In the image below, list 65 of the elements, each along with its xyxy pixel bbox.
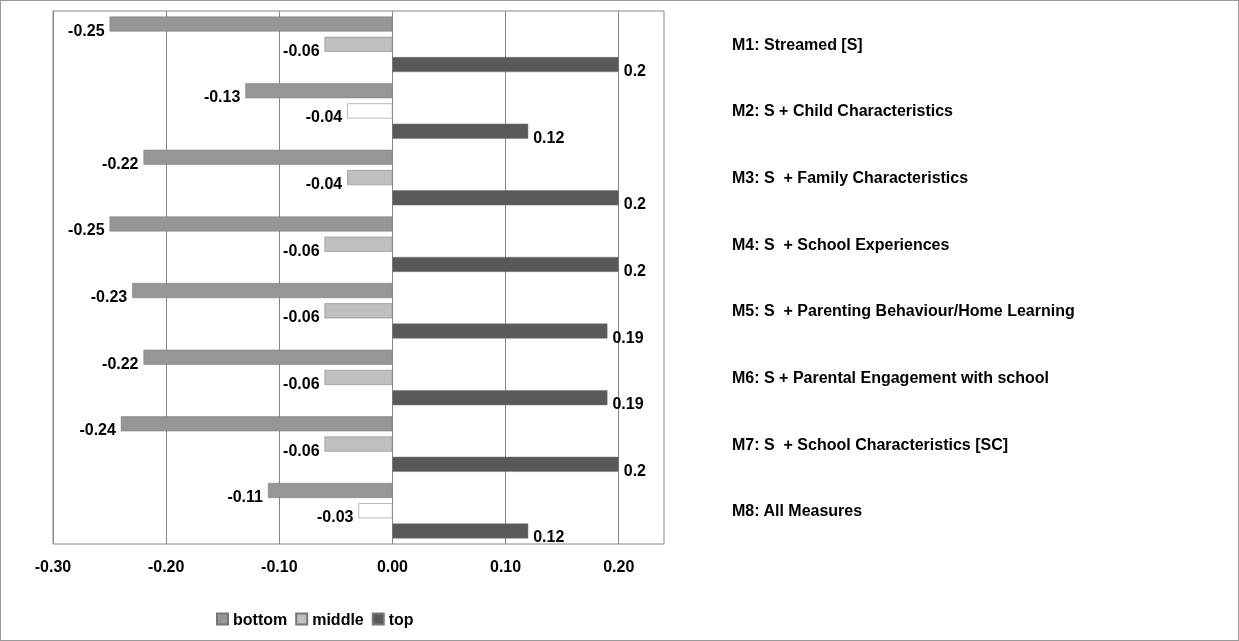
data-label: -0.25 [68,221,105,239]
y-tick-label: M3: S + Family Characteristics [732,169,969,187]
data-label: 0.12 [533,128,565,146]
bar [392,57,619,73]
bar [392,523,529,539]
bar [392,256,619,272]
bar [324,436,393,452]
data-label: -0.25 [68,21,105,39]
y-tick-label: M7: S + School Characteristics [SC] [732,435,1009,453]
bar [358,503,393,519]
legend-label: bottom [233,610,288,628]
data-label: 0.19 [612,328,644,346]
data-label: 0.2 [623,62,647,80]
bar [392,456,619,472]
y-tick-label: M6: S + Parental Engagement with school [732,368,1049,386]
data-label: -0.24 [79,421,116,439]
y-tick-label: M4: S + School Experiences [732,235,950,253]
data-label: -0.13 [203,88,241,106]
bar [245,83,393,99]
bar [267,482,393,498]
data-label: 0.2 [623,461,647,479]
y-tick-label: M2: S + Child Characteristics [732,102,954,120]
y-tick-label: M5: S + Parenting Behaviour/Home Learning [732,302,1075,320]
x-tick-label: -0.30 [34,557,72,575]
bar [324,303,393,319]
data-label: -0.06 [283,308,320,326]
data-label: -0.06 [283,441,320,459]
data-label: -0.04 [305,175,343,193]
bar [392,323,608,339]
data-label: -0.06 [283,241,320,259]
bar [324,236,393,252]
bar [324,36,393,52]
bar [109,16,393,32]
x-tick-label: 0.00 [376,557,409,575]
data-label: -0.06 [283,374,320,392]
bar [347,103,393,119]
x-tick-label: -0.10 [261,557,298,575]
data-label: -0.23 [90,288,128,306]
data-label: -0.03 [317,508,354,526]
data-label: 0.19 [612,395,644,413]
bar [132,283,393,299]
bar [120,416,393,432]
y-tick-label: M1: Streamed [S] [732,35,863,53]
x-tick-label: 0.20 [603,557,635,575]
y-tick-label: M8: All Measures [732,502,863,520]
legend-label: middle [312,610,364,628]
legend-label: top [388,610,414,628]
bar [392,190,619,206]
bar [392,390,608,406]
bar [347,170,393,186]
data-label: -0.04 [305,108,343,126]
bar [324,369,393,385]
data-label: -0.11 [227,487,264,505]
data-label: -0.22 [102,154,139,172]
bar [143,149,393,165]
bar [109,216,393,232]
x-tick-label: -0.20 [147,557,185,575]
data-label: 0.2 [623,261,647,279]
data-label: -0.06 [283,41,320,59]
bar [143,349,393,365]
x-tick-label: 0.10 [490,557,522,575]
data-label: 0.12 [533,528,565,546]
data-label: -0.22 [102,354,139,372]
bar [392,123,529,139]
data-label: 0.2 [623,195,647,213]
